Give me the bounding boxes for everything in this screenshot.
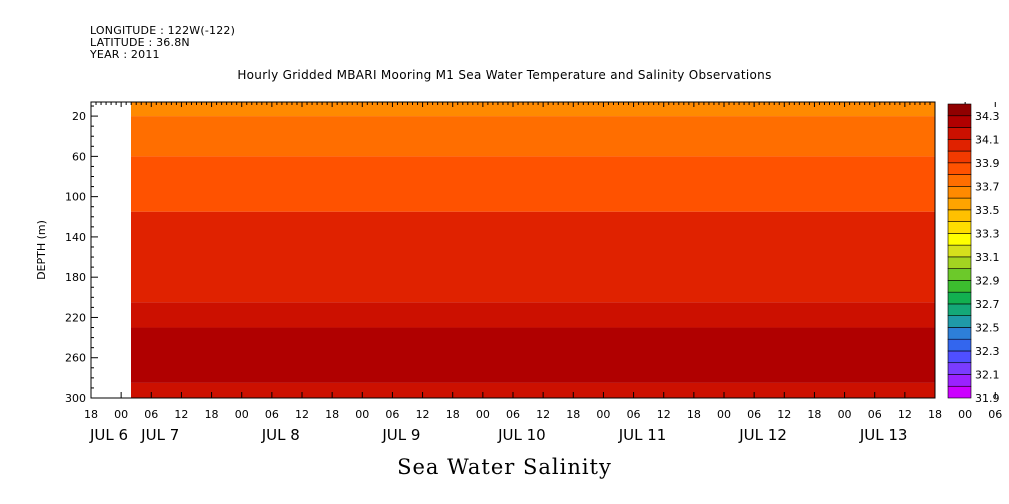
colorbar-cell [947, 291, 972, 305]
x-tick-label: 06 [627, 408, 641, 421]
latitude-label: LATITUDE : 36.8N [90, 36, 190, 49]
colorbar-cell [947, 244, 972, 258]
x-tick-label: 18 [928, 408, 942, 421]
colorbar-label: 32.7 [975, 298, 1000, 311]
x-day-label: JUL 13 [859, 426, 908, 444]
y-tick-label: 100 [65, 191, 86, 204]
colorbar-cell [947, 186, 972, 199]
colorbar-cell [947, 162, 972, 175]
colorbar-cell [947, 256, 972, 269]
x-tick-label: 18 [566, 408, 580, 421]
x-tick-label: 18 [687, 408, 701, 421]
colorbar-cell [947, 209, 972, 222]
y-tick-label: 60 [72, 150, 86, 163]
x-tick-label: 00 [958, 408, 972, 421]
salinity-band-6 [131, 382, 935, 398]
x-tick-label: 12 [174, 408, 188, 421]
colorbar-label: 33.1 [975, 251, 1000, 264]
longitude-label: LONGITUDE : 122W(-122) [90, 24, 236, 37]
colorbar-label: 33.7 [975, 180, 1000, 193]
x-day-label: JUL 12 [738, 426, 787, 444]
x-day-label: JUL 7 [140, 426, 179, 444]
x-tick-label: 00 [717, 408, 731, 421]
x-day-label: JUL 10 [497, 426, 546, 444]
x-tick-label: 12 [416, 408, 430, 421]
colorbar-label: 31.9 [975, 392, 1000, 405]
colorbar-cell [947, 280, 972, 293]
colorbar-cell [947, 385, 972, 399]
x-tick-label: 18 [205, 408, 219, 421]
x-tick-label: 00 [476, 408, 490, 421]
y-tick-label: 220 [65, 311, 86, 324]
x-tick-label: 06 [385, 408, 399, 421]
x-tick-label: 00 [838, 408, 852, 421]
x-tick-label: 06 [506, 408, 520, 421]
colorbar-cell [947, 233, 972, 246]
colorbar-label: 34.1 [975, 133, 1000, 146]
chart-title: Hourly Gridded MBARI Mooring M1 Sea Wate… [237, 68, 772, 82]
colorbar-cell [947, 350, 972, 364]
x-day-label: JUL 9 [381, 426, 420, 444]
x-tick-label: 12 [657, 408, 671, 421]
salinity-band-1 [131, 116, 935, 157]
x-day-label: JUL 6 [89, 426, 128, 444]
colorbar-cell [947, 338, 972, 352]
salinity-band-4 [131, 302, 935, 328]
colorbar-label: 33.5 [975, 204, 1000, 217]
colorbar-cell [947, 115, 972, 128]
x-tick-label: 18 [84, 408, 98, 421]
x-tick-label: 12 [536, 408, 550, 421]
x-tick-label: 00 [355, 408, 369, 421]
salinity-band-5 [131, 327, 935, 383]
y-tick-label: 20 [72, 110, 86, 123]
colorbar-cell [947, 174, 972, 187]
x-tick-label: 12 [295, 408, 309, 421]
x-tick-label: 12 [898, 408, 912, 421]
colorbar-cell [947, 150, 972, 164]
colorbar-label: 33.3 [975, 227, 1000, 240]
colorbar-cell [947, 362, 972, 375]
x-tick-label: 00 [596, 408, 610, 421]
x-tick-label: 00 [114, 408, 128, 421]
x-axis-label: Sea Water Salinity [397, 455, 612, 479]
salinity-band-2 [131, 156, 935, 212]
x-tick-label: 06 [988, 408, 1002, 421]
x-tick-label: 06 [144, 408, 158, 421]
x-tick-label: 06 [868, 408, 882, 421]
colorbar-cell [947, 197, 972, 211]
salinity-band-3 [131, 211, 935, 303]
y-tick-label: 300 [65, 392, 86, 405]
colorbar-cell [947, 221, 972, 234]
y-tick-label: 140 [65, 231, 86, 244]
year-label: YEAR : 2011 [90, 48, 160, 61]
colorbar-cell [947, 138, 972, 152]
colorbar-label: 32.1 [975, 368, 1000, 381]
colorbar-label: 34.3 [975, 110, 1000, 123]
colorbar-cell [947, 327, 972, 340]
y-tick-label: 180 [65, 271, 86, 284]
x-day-label: JUL 11 [618, 426, 667, 444]
colorbar-label: 33.9 [975, 157, 1000, 170]
colorbar-label: 32.5 [975, 321, 1000, 334]
colorbar-label: 32.3 [975, 345, 1000, 358]
y-tick-label: 260 [65, 352, 86, 365]
y-axis-label: DEPTH (m) [35, 220, 48, 280]
x-tick-label: 00 [235, 408, 249, 421]
colorbar-cell [947, 127, 972, 140]
x-tick-label: 06 [265, 408, 279, 421]
colorbar-cell [947, 303, 972, 316]
colorbar-cell [947, 315, 972, 328]
x-day-label: JUL 8 [261, 426, 300, 444]
x-tick-label: 18 [807, 408, 821, 421]
colorbar-cell [947, 268, 972, 281]
colorbar-cell [947, 374, 972, 387]
x-tick-label: 06 [747, 408, 761, 421]
colorbar-label: 32.9 [975, 274, 1000, 287]
x-tick-label: 12 [777, 408, 791, 421]
x-tick-label: 18 [446, 408, 460, 421]
colorbar-cell [947, 103, 972, 117]
x-tick-label: 18 [325, 408, 339, 421]
